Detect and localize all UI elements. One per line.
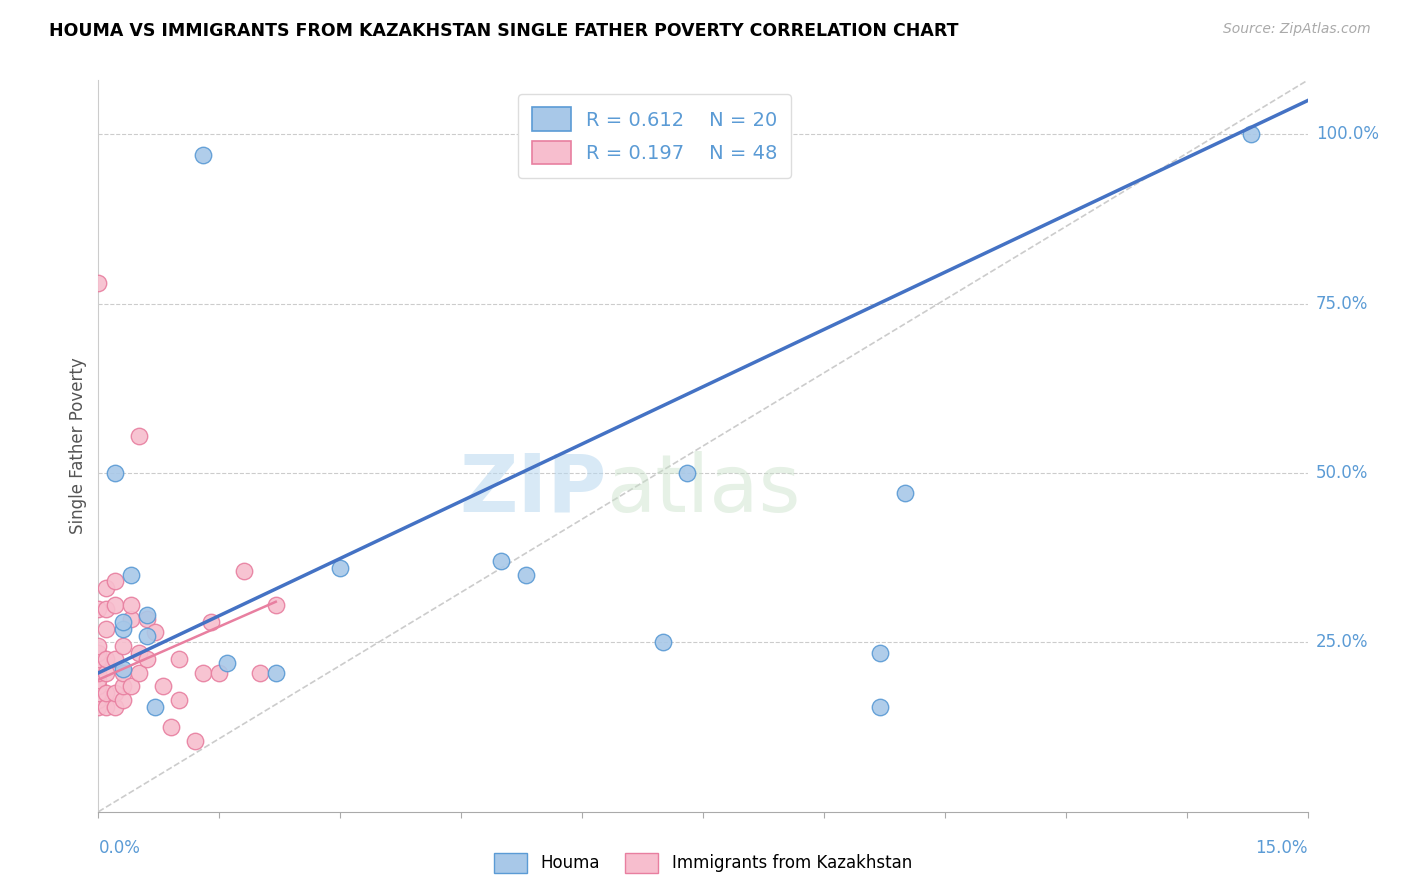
Point — [111, 693, 134, 707]
Point — [96, 601, 118, 615]
Point — [135, 612, 157, 626]
Point — [515, 567, 537, 582]
Text: 15.0%: 15.0% — [1256, 839, 1308, 857]
Point — [676, 466, 699, 480]
Point — [208, 665, 231, 680]
Point — [96, 686, 118, 700]
Point — [128, 646, 150, 660]
Text: 50.0%: 50.0% — [1316, 464, 1368, 482]
Point — [167, 693, 190, 707]
Point — [103, 652, 125, 666]
Point — [96, 699, 118, 714]
Point — [167, 652, 190, 666]
Point — [128, 429, 150, 443]
Point — [87, 699, 110, 714]
Point — [111, 665, 134, 680]
Y-axis label: Single Father Poverty: Single Father Poverty — [69, 358, 87, 534]
Point — [869, 646, 891, 660]
Legend: R = 0.612    N = 20, R = 0.197    N = 48: R = 0.612 N = 20, R = 0.197 N = 48 — [519, 94, 792, 178]
Point — [160, 720, 183, 734]
Point — [120, 612, 142, 626]
Point — [96, 665, 118, 680]
Point — [249, 665, 271, 680]
Text: Source: ZipAtlas.com: Source: ZipAtlas.com — [1223, 22, 1371, 37]
Point — [87, 277, 110, 291]
Point — [135, 608, 157, 623]
Text: 0.0%: 0.0% — [98, 839, 141, 857]
Point — [264, 665, 287, 680]
Point — [120, 567, 142, 582]
Point — [120, 680, 142, 694]
Point — [87, 659, 110, 673]
Point — [193, 148, 215, 162]
Point — [103, 686, 125, 700]
Text: 25.0%: 25.0% — [1316, 633, 1368, 651]
Point — [651, 635, 673, 649]
Point — [111, 639, 134, 653]
Point — [869, 699, 891, 714]
Point — [491, 554, 513, 568]
Point — [111, 663, 134, 677]
Point — [96, 622, 118, 636]
Legend: Houma, Immigrants from Kazakhstan: Houma, Immigrants from Kazakhstan — [488, 847, 918, 880]
Point — [103, 699, 125, 714]
Text: ZIP: ZIP — [458, 450, 606, 529]
Point — [893, 486, 915, 500]
Point — [96, 581, 118, 595]
Point — [152, 680, 174, 694]
Point — [87, 693, 110, 707]
Point — [103, 598, 125, 612]
Point — [87, 652, 110, 666]
Text: atlas: atlas — [606, 450, 800, 529]
Text: HOUMA VS IMMIGRANTS FROM KAZAKHSTAN SINGLE FATHER POVERTY CORRELATION CHART: HOUMA VS IMMIGRANTS FROM KAZAKHSTAN SING… — [49, 22, 959, 40]
Point — [87, 673, 110, 687]
Point — [87, 686, 110, 700]
Point — [135, 629, 157, 643]
Point — [200, 615, 222, 629]
Point — [87, 646, 110, 660]
Point — [96, 652, 118, 666]
Point — [120, 598, 142, 612]
Point — [232, 564, 254, 578]
Point — [87, 665, 110, 680]
Point — [143, 699, 166, 714]
Point — [87, 601, 110, 615]
Text: 100.0%: 100.0% — [1316, 126, 1379, 144]
Point — [329, 561, 352, 575]
Point — [217, 656, 239, 670]
Text: 75.0%: 75.0% — [1316, 294, 1368, 313]
Point — [111, 680, 134, 694]
Point — [184, 733, 207, 747]
Point — [111, 615, 134, 629]
Point — [103, 574, 125, 589]
Point — [87, 680, 110, 694]
Point — [111, 622, 134, 636]
Point — [87, 639, 110, 653]
Point — [143, 625, 166, 640]
Point — [128, 665, 150, 680]
Point — [193, 665, 215, 680]
Point — [103, 466, 125, 480]
Point — [135, 652, 157, 666]
Point — [1240, 128, 1263, 142]
Point — [264, 598, 287, 612]
